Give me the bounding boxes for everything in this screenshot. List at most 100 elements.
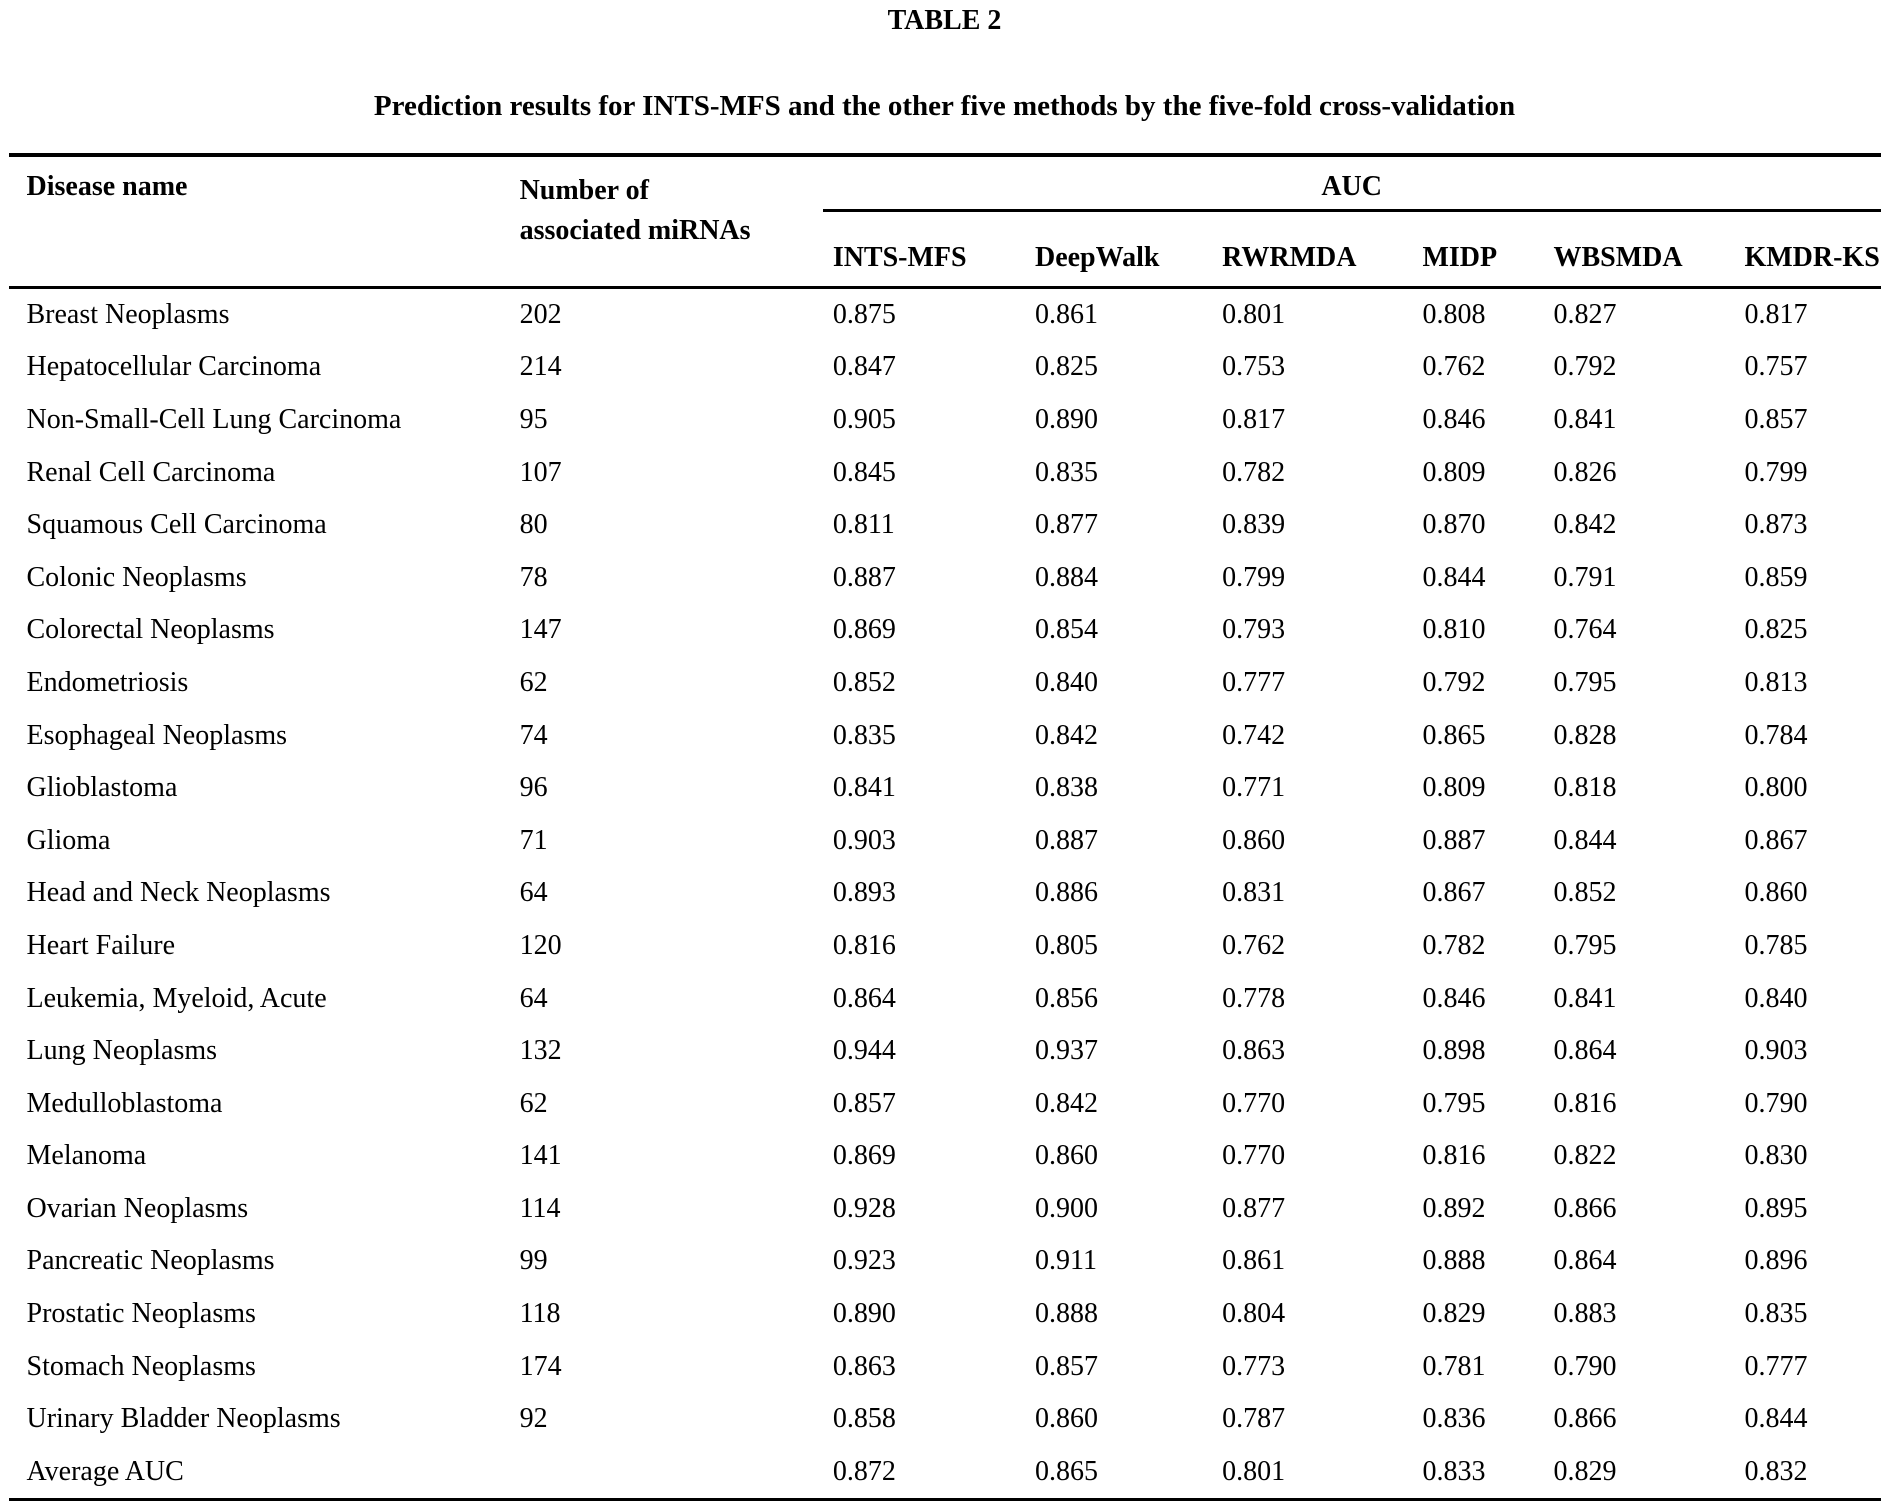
table-row: Ovarian Neoplasms 114 0.928 0.900 0.877 0.892… [9,1183,1881,1236]
auc-value-cell-deepwalk: 0.835 [1034,456,1098,488]
auc-value-cell-deepwalk: 0.856 [1034,982,1098,1014]
auc-value-cell-rwrmda: 0.773 [1222,1350,1286,1382]
table-row: Non-Small-Cell Lung Carcinoma 95 0.905 0.89… [9,394,1881,447]
auc-value-cell-kmdr-ks: 0.903 [1744,1035,1808,1067]
auc-value-cell-deepwalk: 0.937 [1034,1035,1098,1067]
disease-name-cell: Leukemia, Myeloid, Acute [26,982,327,1014]
auc-value-cell-rwrmda: 0.799 [1222,561,1286,593]
header-auc-group: AUC [822,155,1881,212]
auc-value-cell-midp: 0.795 [1422,1087,1486,1119]
disease-name-cell: Medulloblastoma [26,1087,223,1119]
auc-value-cell-ints-mfs: 0.903 [832,824,896,856]
auc-value-cell-wbsmda: 0.818 [1553,772,1617,804]
auc-value-cell-kmdr-ks: 0.784 [1744,719,1808,751]
table-row: Stomach Neoplasms 174 0.863 0.857 0.773 0.781… [9,1340,1881,1393]
mirna-count-cell: 64 [519,877,548,909]
auc-value-cell-wbsmda: 0.866 [1553,1403,1617,1435]
table-row: Hepatocellular Carcinoma 214 0.847 0.825 0.7… [9,341,1881,394]
mirna-count-cell: 107 [519,456,562,488]
disease-name-cell: Urinary Bladder Neoplasms [26,1403,341,1435]
auc-value-cell-ints-mfs: 0.928 [832,1192,896,1224]
auc-value-cell-midp: 0.898 [1422,1035,1486,1067]
mirna-count-cell: 62 [519,1087,548,1119]
auc-value-cell-kmdr-ks: 0.757 [1744,351,1808,383]
auc-value-cell-rwrmda: 0.863 [1222,1035,1286,1067]
auc-value-cell-kmdr-ks: 0.840 [1744,982,1808,1014]
auc-value-cell-midp: 0.833 [1422,1455,1486,1487]
auc-value-cell-midp: 0.792 [1422,666,1486,698]
auc-value-cell-kmdr-ks: 0.830 [1744,1140,1808,1172]
auc-value-cell-kmdr-ks: 0.835 [1744,1298,1808,1330]
auc-value-cell-kmdr-ks: 0.832 [1744,1455,1808,1487]
disease-name-cell: Hepatocellular Carcinoma [26,351,322,383]
auc-value-cell-midp: 0.846 [1422,403,1486,435]
auc-value-cell-deepwalk: 0.861 [1034,298,1098,330]
table-label: TABLE 2 [887,5,1002,36]
auc-value-cell-ints-mfs: 0.905 [832,403,896,435]
mirna-count-cell: 202 [519,298,562,330]
auc-value-cell-ints-mfs: 0.841 [832,772,896,804]
auc-value-cell-rwrmda: 0.753 [1222,351,1286,383]
auc-value-cell-ints-mfs: 0.944 [832,1035,896,1067]
table-row: Glioblastoma 96 0.841 0.838 0.771 0.809 0.818 0… [9,762,1881,815]
auc-value-cell-rwrmda: 0.839 [1222,509,1286,541]
auc-value-cell-ints-mfs: 0.863 [832,1350,896,1382]
auc-value-cell-ints-mfs: 0.875 [832,298,896,330]
table-row: Melanoma 141 0.869 0.860 0.770 0.816 0.822 0.83… [9,1130,1881,1183]
auc-value-cell-kmdr-ks: 0.896 [1744,1245,1808,1277]
auc-value-cell-rwrmda: 0.762 [1222,929,1286,961]
auc-value-cell-wbsmda: 0.864 [1553,1245,1617,1277]
results-table: Disease name Number of associated miRNAs… [8,153,1881,1501]
auc-value-cell-rwrmda: 0.801 [1222,298,1286,330]
auc-value-cell-deepwalk: 0.886 [1034,877,1098,909]
auc-value-cell-wbsmda: 0.844 [1553,824,1617,856]
auc-value-cell-kmdr-ks: 0.860 [1744,877,1808,909]
mirna-count-cell: 118 [519,1298,561,1330]
auc-value-cell-wbsmda: 0.829 [1553,1455,1617,1487]
auc-value-cell-kmdr-ks: 0.859 [1744,561,1808,593]
disease-name-cell: Glioblastoma [26,772,178,804]
auc-value-cell-midp: 0.865 [1422,719,1486,751]
auc-value-cell-kmdr-ks: 0.873 [1744,509,1808,541]
auc-value-cell-ints-mfs: 0.890 [832,1298,896,1330]
disease-name-cell: Pancreatic Neoplasms [26,1245,275,1277]
auc-value-cell-kmdr-ks: 0.867 [1744,824,1808,856]
auc-value-cell-kmdr-ks: 0.825 [1744,614,1808,646]
mirna-count-cell: 71 [519,824,548,856]
auc-value-cell-kmdr-ks: 0.895 [1744,1192,1808,1224]
auc-value-cell-rwrmda: 0.782 [1222,456,1286,488]
auc-value-cell-rwrmda: 0.801 [1222,1455,1286,1487]
auc-value-cell-deepwalk: 0.890 [1034,403,1098,435]
disease-name-cell: Breast Neoplasms [26,298,230,330]
disease-name-cell: Average AUC [26,1455,184,1487]
auc-value-cell-wbsmda: 0.866 [1553,1192,1617,1224]
auc-value-cell-wbsmda: 0.842 [1553,509,1617,541]
disease-name-cell: Ovarian Neoplasms [26,1192,249,1224]
auc-value-cell-kmdr-ks: 0.790 [1744,1087,1808,1119]
auc-value-cell-ints-mfs: 0.858 [832,1403,896,1435]
auc-value-cell-deepwalk: 0.854 [1034,614,1098,646]
disease-name-cell: Head and Neck Neoplasms [26,877,331,909]
auc-value-cell-kmdr-ks: 0.799 [1744,456,1808,488]
auc-value-cell-rwrmda: 0.770 [1222,1087,1286,1119]
auc-value-cell-midp: 0.816 [1422,1140,1486,1172]
header-method-wbsmda: WBSMDA [1543,210,1735,289]
table-row: Colorectal Neoplasms 147 0.869 0.854 0.793 0.… [9,604,1881,657]
auc-value-cell-midp: 0.808 [1422,298,1486,330]
mirna-count-cell [520,1446,823,1501]
auc-value-cell-rwrmda: 0.817 [1222,403,1286,435]
auc-value-cell-midp: 0.887 [1422,824,1486,856]
table-row: Endometriosis 62 0.852 0.840 0.777 0.792 0.795… [9,657,1881,710]
table-row: Heart Failure 120 0.816 0.805 0.762 0.782 0.79… [9,920,1881,973]
disease-name-cell: Squamous Cell Carcinoma [26,509,327,541]
table-row: Urinary Bladder Neoplasms 92 0.858 0.860 0.7… [9,1393,1881,1446]
mirna-count-cell: 174 [519,1350,562,1382]
auc-value-cell-midp: 0.810 [1422,614,1486,646]
auc-value-cell-rwrmda: 0.804 [1222,1298,1286,1330]
auc-value-cell-deepwalk: 0.842 [1034,1087,1098,1119]
disease-name-cell: Colonic Neoplasms [26,561,247,593]
table-row: Squamous Cell Carcinoma 80 0.811 0.877 0.839… [9,499,1881,552]
table-body: Breast Neoplasms 202 0.875 0.861 0.801 0.808 0… [9,287,1881,1500]
auc-value-cell-wbsmda: 0.791 [1553,561,1617,593]
mirna-count-cell: 64 [519,982,548,1014]
